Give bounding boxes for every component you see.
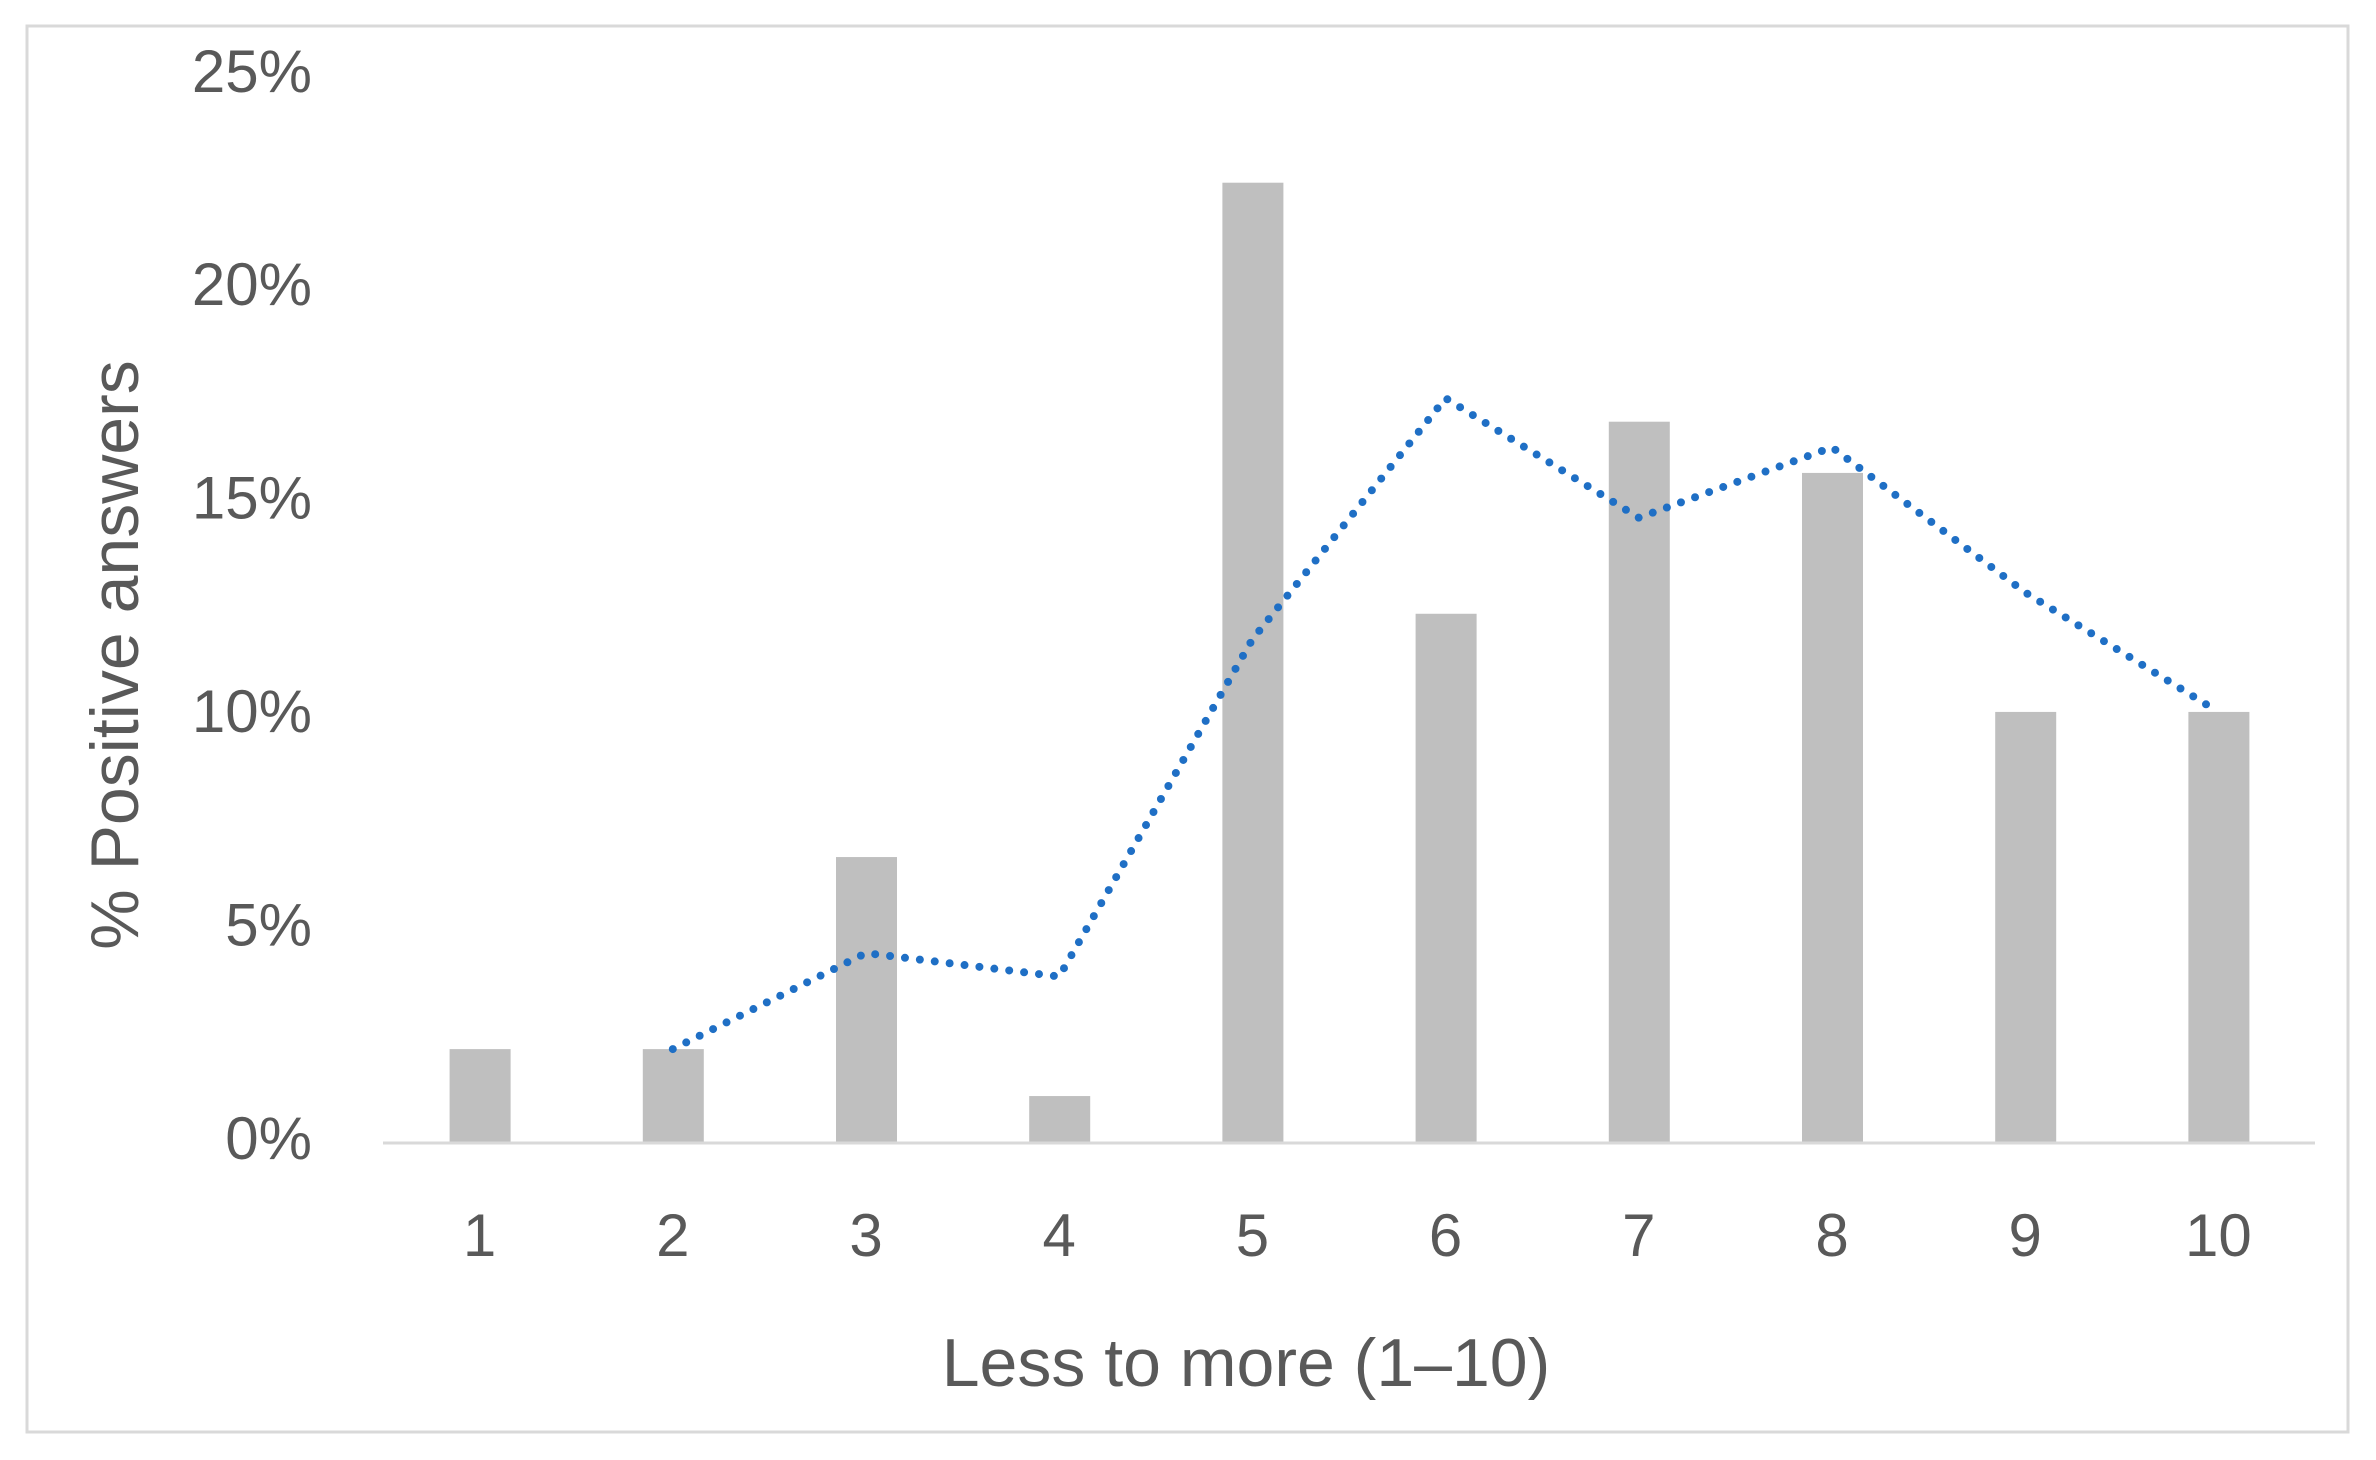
x-tick-label: 9 [2009, 1202, 2042, 1269]
y-axis-title: % Positive answers [77, 360, 153, 950]
y-tick-label: 15% [192, 465, 312, 532]
x-tick-label: 4 [1043, 1202, 1076, 1269]
bar [1415, 613, 1477, 1143]
bar [1995, 711, 2057, 1143]
bar [642, 1049, 704, 1143]
chart-frame [25, 24, 2350, 1434]
bar [1802, 472, 1863, 1143]
x-tick-label: 7 [1622, 1202, 1655, 1269]
bar [1222, 182, 1284, 1143]
x-tick-label: 6 [1429, 1202, 1462, 1269]
x-tick-label: 8 [1815, 1202, 1848, 1269]
bar [2188, 711, 2250, 1143]
y-tick-label: 5% [225, 891, 312, 958]
x-axis-title: Less to more (1–10) [942, 1325, 1551, 1401]
x-tick-label: 3 [849, 1202, 882, 1269]
y-tick-label: 20% [192, 251, 312, 318]
bar [1029, 1096, 1091, 1143]
y-tick-label: 25% [192, 38, 312, 105]
bar [1608, 421, 1670, 1143]
trend-line [668, 394, 2223, 1054]
x-tick-label: 1 [463, 1202, 496, 1269]
x-tick-label: 10 [2185, 1202, 2252, 1269]
bar [449, 1049, 511, 1143]
x-tick-label: 2 [656, 1202, 689, 1269]
y-tick-label: 10% [192, 678, 312, 745]
x-tick-label: 5 [1236, 1202, 1269, 1269]
y-tick-label: 0% [225, 1105, 312, 1172]
bar [836, 857, 897, 1143]
